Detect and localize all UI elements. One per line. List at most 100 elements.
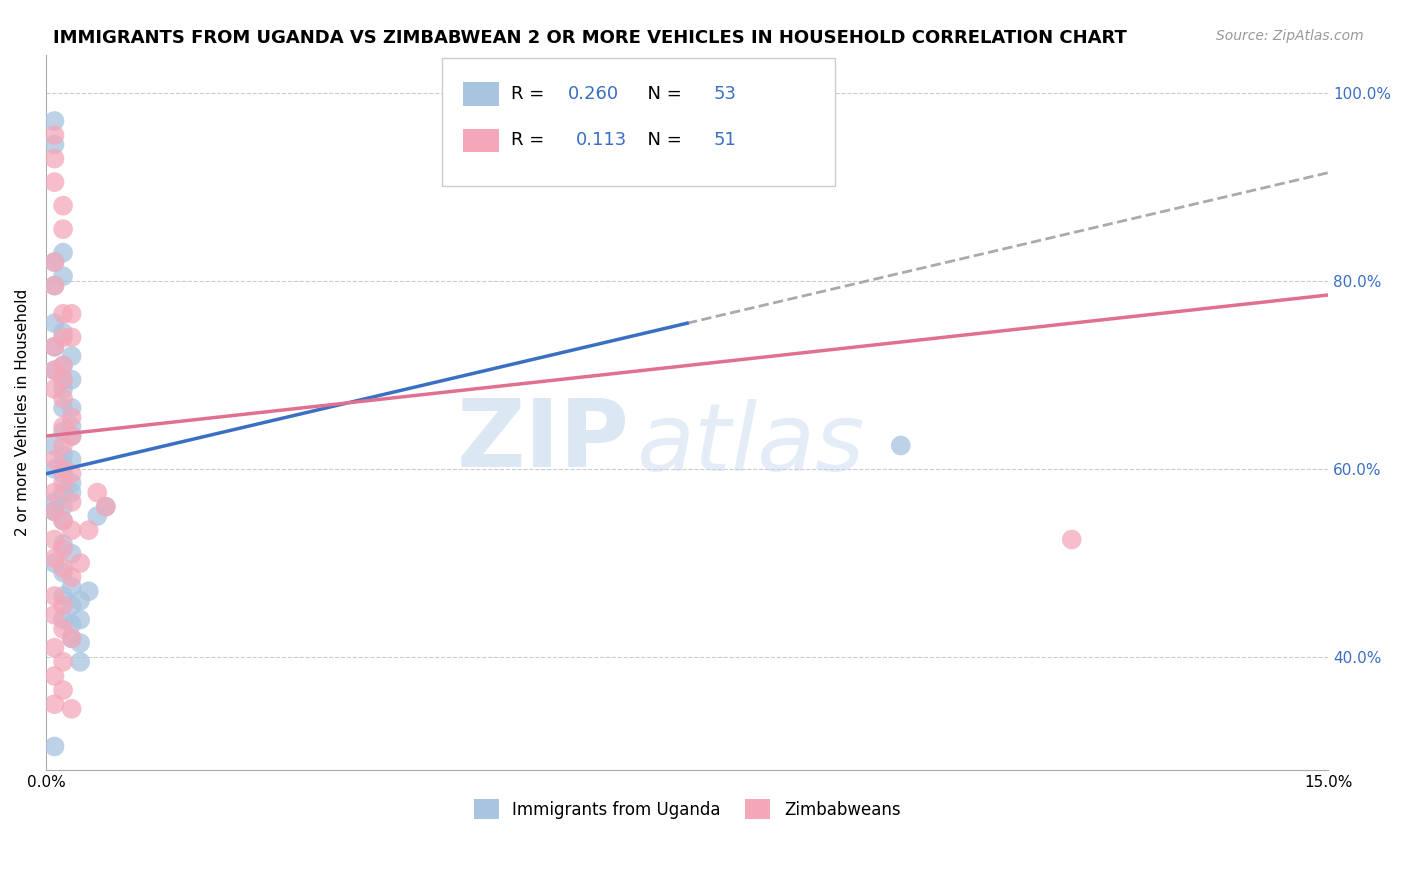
Point xyxy=(44,589,66,603)
Point xyxy=(44,551,66,566)
Point xyxy=(44,152,66,166)
Point xyxy=(52,245,75,260)
Point xyxy=(52,373,75,387)
Point xyxy=(77,584,100,599)
Point xyxy=(52,373,75,387)
Point xyxy=(44,128,66,142)
Text: atlas: atlas xyxy=(636,400,865,491)
FancyBboxPatch shape xyxy=(463,82,499,106)
Point xyxy=(60,485,83,500)
Point xyxy=(44,504,66,518)
Point xyxy=(44,278,66,293)
Text: R =: R = xyxy=(512,85,550,103)
Point xyxy=(86,509,108,524)
Point xyxy=(52,425,75,439)
Point xyxy=(44,533,66,547)
Point xyxy=(52,541,75,556)
Point xyxy=(52,382,75,396)
Point xyxy=(44,640,66,655)
Point xyxy=(60,570,83,584)
Text: 0.260: 0.260 xyxy=(568,85,619,103)
Point xyxy=(44,255,66,269)
Point xyxy=(60,410,83,425)
Point xyxy=(60,349,83,363)
Point xyxy=(60,429,83,443)
Text: ZIP: ZIP xyxy=(457,395,630,487)
Point xyxy=(52,359,75,373)
Point xyxy=(44,669,66,683)
Point xyxy=(44,485,66,500)
Point xyxy=(44,175,66,189)
Point xyxy=(52,599,75,613)
Point xyxy=(44,504,66,518)
Point xyxy=(44,495,66,509)
Point xyxy=(44,504,66,518)
Point xyxy=(44,739,66,754)
Text: R =: R = xyxy=(512,131,557,149)
Point xyxy=(52,330,75,344)
Point xyxy=(44,278,66,293)
Point xyxy=(86,485,108,500)
Point xyxy=(60,330,83,344)
Point xyxy=(44,340,66,354)
Point xyxy=(890,438,912,452)
Point xyxy=(52,458,75,472)
Point xyxy=(60,632,83,646)
Point xyxy=(44,462,66,476)
Point xyxy=(52,359,75,373)
Point xyxy=(52,199,75,213)
Point xyxy=(44,452,66,467)
Text: 53: 53 xyxy=(714,85,737,103)
Text: 0.113: 0.113 xyxy=(575,131,627,149)
Point xyxy=(52,392,75,406)
Point xyxy=(44,438,66,452)
Point xyxy=(60,452,83,467)
Point xyxy=(77,523,100,537)
Point xyxy=(44,340,66,354)
Point xyxy=(44,137,66,152)
Point xyxy=(52,307,75,321)
Point xyxy=(52,438,75,452)
Point xyxy=(44,697,66,711)
Point xyxy=(60,599,83,613)
Point xyxy=(69,655,91,669)
Point xyxy=(60,523,83,537)
Y-axis label: 2 or more Vehicles in Household: 2 or more Vehicles in Household xyxy=(15,289,30,536)
Point xyxy=(60,547,83,561)
Point xyxy=(52,566,75,580)
Point xyxy=(52,683,75,698)
Point xyxy=(44,363,66,377)
Text: N =: N = xyxy=(636,131,688,149)
Point xyxy=(60,476,83,491)
Point xyxy=(52,589,75,603)
Point xyxy=(60,429,83,443)
Legend: Immigrants from Uganda, Zimbabweans: Immigrants from Uganda, Zimbabweans xyxy=(467,792,907,826)
Point xyxy=(52,326,75,340)
Point xyxy=(52,622,75,636)
Point xyxy=(44,114,66,128)
Text: Source: ZipAtlas.com: Source: ZipAtlas.com xyxy=(1216,29,1364,43)
Point xyxy=(44,255,66,269)
Point xyxy=(44,382,66,396)
Point xyxy=(69,593,91,607)
Point xyxy=(52,613,75,627)
Point xyxy=(94,500,117,514)
Point xyxy=(52,537,75,551)
Point xyxy=(44,363,66,377)
Point xyxy=(60,307,83,321)
Point xyxy=(69,636,91,650)
Point xyxy=(52,269,75,284)
Point xyxy=(52,561,75,575)
Point xyxy=(52,467,75,481)
Point xyxy=(69,613,91,627)
Point xyxy=(60,401,83,415)
Point xyxy=(52,476,75,491)
Point xyxy=(1060,533,1083,547)
Point xyxy=(60,580,83,594)
Text: N =: N = xyxy=(636,85,688,103)
Point xyxy=(52,514,75,528)
Point xyxy=(44,556,66,570)
Point xyxy=(60,495,83,509)
Point xyxy=(52,222,75,236)
FancyBboxPatch shape xyxy=(441,58,835,186)
